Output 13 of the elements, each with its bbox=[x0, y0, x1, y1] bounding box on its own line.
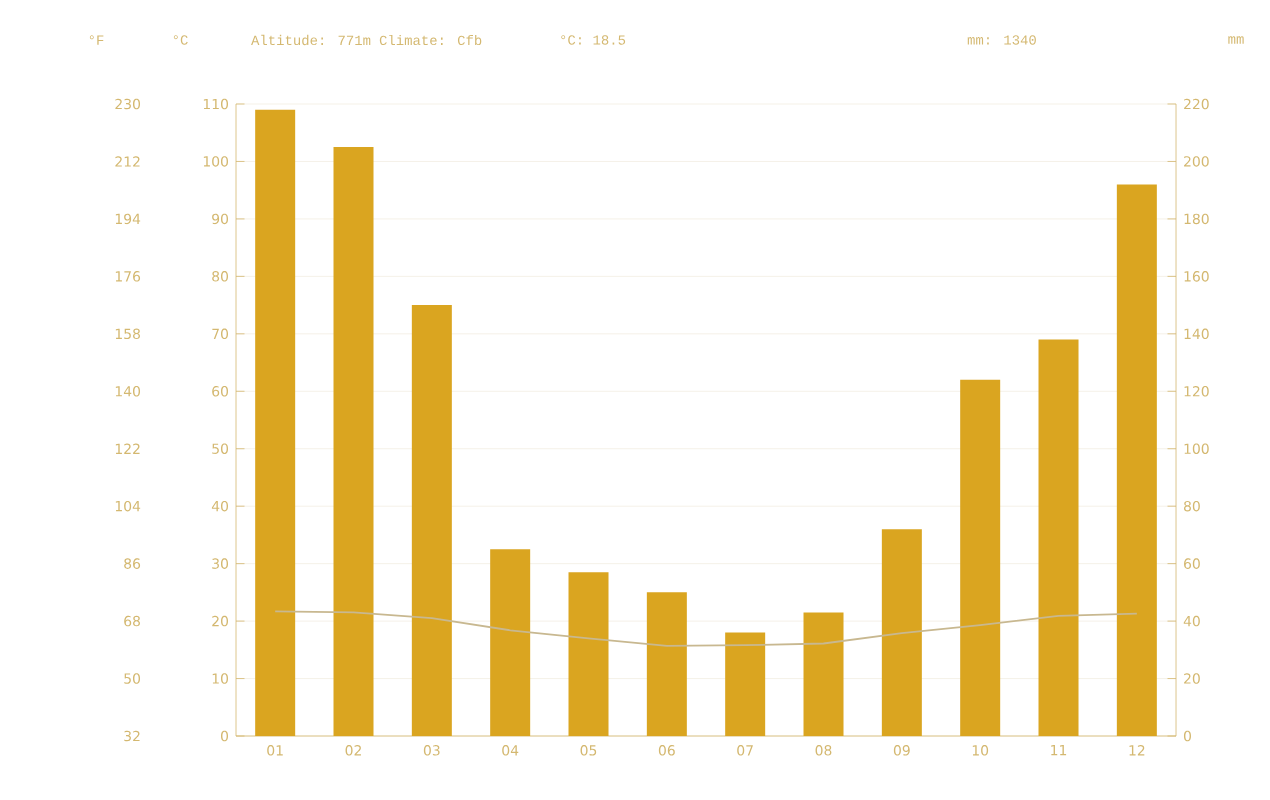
line-series bbox=[274, 610, 1138, 647]
bar bbox=[1116, 184, 1157, 736]
bar bbox=[881, 529, 922, 736]
bar bbox=[646, 592, 687, 736]
bar bbox=[803, 612, 844, 736]
bar bbox=[490, 549, 531, 736]
bar bbox=[411, 305, 452, 736]
bar bbox=[1038, 339, 1079, 736]
bar bbox=[960, 379, 1001, 736]
bar bbox=[255, 109, 296, 736]
bar bbox=[568, 572, 609, 736]
bar bbox=[333, 147, 374, 736]
bar bbox=[725, 632, 766, 736]
